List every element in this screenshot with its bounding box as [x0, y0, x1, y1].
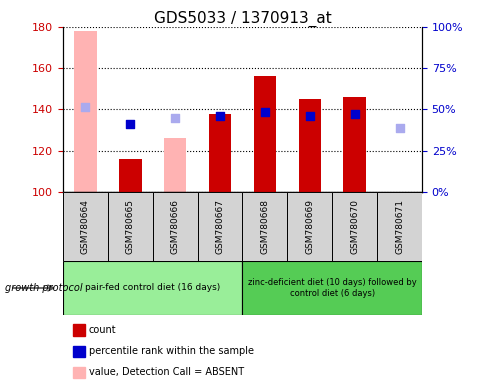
Text: GSM780665: GSM780665: [125, 199, 135, 254]
Bar: [298, 99, 320, 192]
Title: GDS5033 / 1370913_at: GDS5033 / 1370913_at: [153, 11, 331, 27]
Bar: [242, 192, 287, 261]
Text: GSM780671: GSM780671: [394, 199, 403, 254]
Bar: [343, 97, 365, 192]
Bar: [152, 192, 197, 261]
Bar: [332, 192, 376, 261]
Bar: [253, 76, 275, 192]
Text: GSM780669: GSM780669: [304, 199, 314, 254]
Text: zinc-deficient diet (10 days) followed by
control diet (6 days): zinc-deficient diet (10 days) followed b…: [247, 278, 416, 298]
Point: [350, 111, 358, 117]
Bar: [63, 261, 242, 315]
Bar: [197, 192, 242, 261]
Point: [305, 113, 313, 119]
Point: [126, 121, 134, 127]
Point: [260, 108, 268, 114]
Point: [395, 125, 403, 131]
Text: GSM780664: GSM780664: [81, 199, 90, 254]
Text: pair-fed control diet (16 days): pair-fed control diet (16 days): [85, 283, 220, 293]
Bar: [63, 192, 107, 261]
Point: [81, 104, 89, 111]
Bar: [376, 192, 421, 261]
Text: GSM780668: GSM780668: [260, 199, 269, 254]
Point: [216, 113, 224, 119]
Text: percentile rank within the sample: percentile rank within the sample: [89, 346, 253, 356]
Text: growth protocol: growth protocol: [5, 283, 82, 293]
Bar: [74, 31, 96, 192]
Bar: [242, 261, 421, 315]
Bar: [287, 192, 332, 261]
Bar: [119, 159, 141, 192]
Text: GSM780670: GSM780670: [349, 199, 359, 254]
Bar: [164, 138, 186, 192]
Text: GSM780666: GSM780666: [170, 199, 180, 254]
Point: [171, 115, 179, 121]
Text: value, Detection Call = ABSENT: value, Detection Call = ABSENT: [89, 367, 243, 377]
Bar: [107, 192, 152, 261]
Bar: [209, 114, 231, 192]
Text: GSM780667: GSM780667: [215, 199, 224, 254]
Text: count: count: [89, 325, 116, 335]
